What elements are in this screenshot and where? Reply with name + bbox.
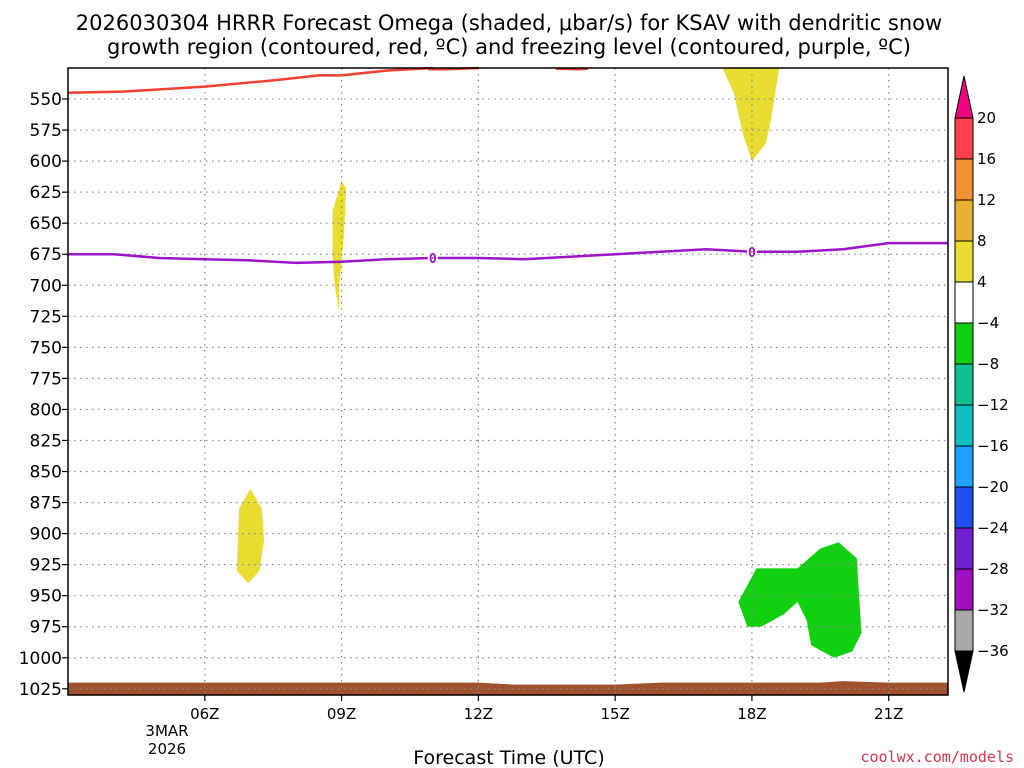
freezing-level-label-2: 0: [748, 246, 756, 261]
colorbar-segment-4-to--4: [954, 281, 974, 324]
y-tick-label-875: 875: [30, 494, 62, 514]
colorbar-top-arrow: [954, 75, 974, 119]
colorbar-label-20: 20: [977, 109, 996, 127]
y-tick-label-650: 650: [30, 214, 62, 234]
colorbar-label--28: −28: [977, 560, 1009, 578]
y-tick-label-775: 775: [30, 369, 62, 389]
credit-text: coolwx.com/models: [860, 748, 1014, 766]
y-tick-label-700: 700: [30, 276, 62, 296]
plot-frame: [67, 67, 949, 696]
y-tick-label-1025: 1025: [19, 680, 62, 700]
colorbar-label-8: 8: [977, 232, 987, 250]
y-tick-label-575: 575: [30, 121, 62, 141]
y-tick-label-925: 925: [30, 556, 62, 576]
y-tick-label-1000: 1000: [19, 649, 62, 669]
x-tick-label-21Z: 21Z: [874, 705, 903, 723]
freezing-label-bg-2: [746, 243, 757, 260]
omega-region-ascent-0900: [332, 181, 347, 313]
y-tick-label-625: 625: [30, 183, 62, 203]
y-tick-label-950: 950: [30, 587, 62, 607]
x-axis-label: Forecast Time (UTC): [413, 747, 604, 768]
freezing-level-contour: [68, 241, 948, 265]
colorbar-segment--24-to--28: [954, 527, 974, 570]
y-tick-label-800: 800: [30, 400, 62, 420]
colorbar-segment--16-to--20: [954, 445, 974, 488]
omega-region-descent-1800: [738, 542, 862, 658]
colorbar-segment--8-to--12: [954, 363, 974, 406]
y-tick-label-825: 825: [30, 431, 62, 451]
dendritic-growth-contour-3: [555, 67, 588, 71]
y-tick-label-725: 725: [30, 307, 62, 327]
omega-region-ascent-0700: [236, 488, 265, 584]
omega-region-ascent-1700: [722, 68, 780, 162]
freezing-label-bg-1: [427, 249, 438, 266]
colorbar-label--8: −8: [977, 355, 999, 373]
colorbar-segment--12-to--16: [954, 404, 974, 447]
colorbar-segment--28-to--32: [954, 568, 974, 611]
y-tick-label-900: 900: [30, 525, 62, 545]
colorbar-label--36: −36: [977, 642, 1009, 660]
colorbar-segment-16-to-12: [954, 158, 974, 201]
colorbar-segment--32-to--36: [954, 609, 974, 652]
date-label-year: 2026: [148, 740, 186, 758]
colorbar-label-4: 4: [977, 273, 987, 291]
omega-shading: [236, 68, 862, 658]
colorbar-label--12: −12: [977, 396, 1009, 414]
y-tick-label-550: 550: [30, 90, 62, 110]
colorbar-segment-8-to-4: [954, 240, 974, 283]
x-tick-label-09Z: 09Z: [327, 705, 356, 723]
chart-title-line-2: growth region (contoured, red, ºC) and f…: [107, 35, 911, 59]
colorbar-label--32: −32: [977, 601, 1009, 619]
colorbar-label--4: −4: [977, 314, 999, 332]
colorbar-label-12: 12: [977, 191, 996, 209]
y-axis: 550 575 600 625 650 675 700 725 750 775 800 825 850 8…: [19, 90, 68, 700]
colorbar-segment--4-to--8: [954, 322, 974, 365]
x-tick-label-18Z: 18Z: [737, 705, 766, 723]
x-tick-label-15Z: 15Z: [600, 705, 629, 723]
colorbar-segment--20-to--24: [954, 486, 974, 529]
chart-title-line-1: 2026030304 HRRR Forecast Omega (shaded, …: [76, 11, 942, 35]
x-tick-label-06Z: 06Z: [190, 705, 219, 723]
dendritic-growth-contour-1: [67, 66, 433, 95]
x-axis: 06Z 09Z 12Z 15Z 18Z 21Z: [190, 695, 903, 723]
colorbar-label-16: 16: [977, 150, 996, 168]
y-tick-label-850: 850: [30, 463, 62, 483]
gridlines: [68, 68, 948, 695]
colorbar-label--16: −16: [977, 437, 1009, 455]
colorbar-segment-12-to-8: [954, 199, 974, 242]
date-label-day: 3MAR: [145, 722, 188, 740]
colorbar-segment-20-to-16: [954, 117, 974, 160]
y-tick-label-600: 600: [30, 152, 62, 172]
colorbar-label--24: −24: [977, 519, 1009, 537]
y-tick-label-975: 975: [30, 618, 62, 638]
y-tick-label-750: 750: [30, 338, 62, 358]
freezing-level-label-1: 0: [429, 252, 437, 267]
y-tick-label-675: 675: [30, 245, 62, 265]
terrain-band: [68, 681, 948, 695]
terrain-layer: [68, 681, 948, 695]
colorbar-label--20: −20: [977, 478, 1009, 496]
colorbar: 20 16 12 8 4 −4 −8 −12 −16 −20 −24 −28 −32 −36: [954, 75, 1009, 693]
colorbar-bottom-arrow: [954, 650, 974, 693]
x-tick-label-12Z: 12Z: [464, 705, 493, 723]
